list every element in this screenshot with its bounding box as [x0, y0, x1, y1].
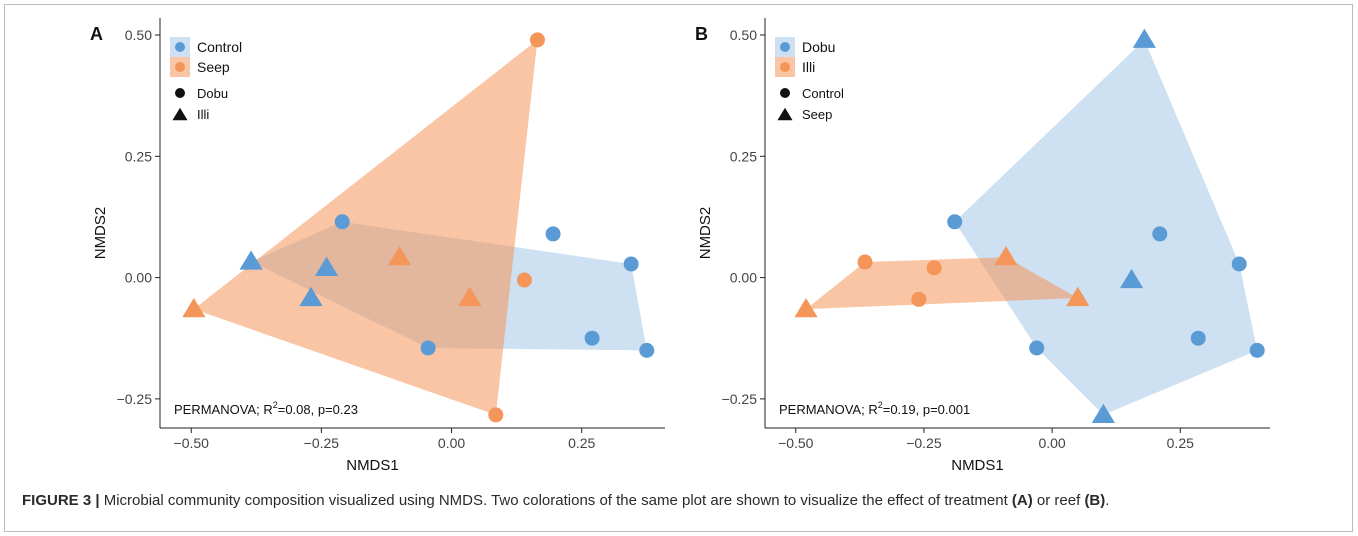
legend-marker-blue: [175, 42, 185, 52]
data-point-blue-circle: [545, 226, 561, 242]
permanova-annotation: PERMANOVA; R2=0.08, p=0.23: [174, 400, 358, 417]
data-point-blue-circle: [1029, 340, 1045, 356]
y-tick-label: 0.00: [730, 270, 757, 286]
data-point-blue-triangle: [1119, 268, 1144, 289]
caption-panel-b: (B): [1084, 492, 1106, 509]
data-point-orange-circle: [926, 260, 942, 276]
x-tick-label: −0.50: [778, 435, 814, 451]
x-tick-label: 0.00: [438, 435, 465, 451]
figure-frame: [4, 4, 1353, 532]
panel-label: A: [90, 24, 103, 44]
legend-marker-orange: [780, 62, 790, 72]
y-tick-label: 0.25: [730, 148, 757, 164]
panel-label: B: [695, 24, 708, 44]
hull-orange: [193, 39, 538, 415]
legend-marker-circle: [780, 88, 790, 98]
legend-marker-blue: [780, 42, 790, 52]
permanova-annotation: PERMANOVA; R2=0.19, p=0.001: [779, 400, 970, 417]
data-point-orange-circle: [488, 407, 504, 423]
x-tick-label: 0.25: [1167, 435, 1194, 451]
figure-caption: FIGURE 3 | Microbial community compositi…: [22, 492, 1342, 509]
x-tick-label: 0.25: [568, 435, 595, 451]
legend-label: Control: [802, 86, 844, 101]
legend-label: Control: [197, 39, 242, 55]
data-point-orange-triangle: [794, 297, 818, 318]
y-tick-label: 0.50: [125, 27, 152, 43]
data-point-orange-triangle: [182, 297, 206, 318]
data-point-blue-triangle: [314, 256, 339, 276]
data-point-orange-triangle: [387, 246, 412, 266]
hull-blue: [954, 39, 1258, 415]
y-axis-title: NMDS2: [697, 207, 714, 260]
y-tick-label: −0.25: [722, 391, 758, 407]
data-point-blue-circle: [947, 214, 963, 230]
nmds-chart-reef: B −0.50 −0.25 0.00 0.25 −0.25 0.00 0.25 0.50 NMDS…: [695, 18, 1270, 474]
legend-marker-orange: [175, 62, 185, 72]
data-point-orange-circle: [516, 272, 532, 288]
data-point-blue-circle: [584, 330, 600, 346]
y-tick-label: −0.25: [117, 391, 153, 407]
data-point-orange-triangle: [994, 246, 1018, 266]
x-tick-label: −0.50: [174, 435, 210, 451]
caption-text-1: Microbial community composition visualiz…: [99, 492, 1012, 509]
x-tick-label: −0.25: [906, 435, 942, 451]
legend-label: Seep: [197, 59, 230, 75]
legend-label: Illi: [197, 107, 209, 122]
data-point-blue-circle: [623, 256, 639, 272]
data-point-blue-circle: [639, 342, 655, 358]
legend-label: Dobu: [197, 86, 228, 101]
caption-label: FIGURE 3 |: [22, 492, 100, 509]
x-axis-title: NMDS1: [346, 457, 399, 474]
legend-label: Dobu: [802, 39, 835, 55]
x-tick-label: 0.00: [1038, 435, 1065, 451]
data-point-blue-circle: [1190, 330, 1206, 346]
caption-text-2: or reef: [1032, 492, 1085, 509]
caption-panel-a: (A): [1011, 492, 1033, 509]
legend-marker-circle: [175, 88, 185, 98]
data-point-orange-circle: [529, 32, 545, 48]
legend-marker-triangle: [777, 107, 793, 121]
data-point-blue-circle: [1249, 342, 1265, 358]
data-point-blue-circle: [1231, 256, 1247, 272]
x-tick-label: −0.25: [304, 435, 340, 451]
caption-text-3: .: [1105, 492, 1110, 509]
y-tick-label: 0.00: [125, 270, 152, 286]
y-tick-label: 0.50: [730, 27, 757, 43]
legend-label: Seep: [802, 107, 832, 122]
data-point-orange-circle: [911, 291, 927, 307]
nmds-chart-treatment: A −0.50 −0.25 0.00 0.25 −0.25 0.00 0.25 0.50 NMDS…: [90, 18, 665, 474]
data-point-blue-circle: [1152, 226, 1168, 242]
y-tick-label: 0.25: [125, 148, 152, 164]
legend-label: Illi: [802, 59, 815, 75]
hull-orange: [806, 257, 1078, 310]
data-point-blue-triangle: [1091, 403, 1115, 423]
legend-marker-triangle: [172, 107, 188, 121]
x-axis-title: NMDS1: [951, 457, 1004, 474]
data-point-blue-circle: [334, 214, 350, 230]
data-point-blue-triangle: [1132, 28, 1156, 48]
data-point-orange-circle: [857, 254, 873, 270]
y-axis-title: NMDS2: [92, 207, 109, 260]
data-point-blue-triangle: [239, 250, 263, 270]
data-point-blue-circle: [420, 340, 436, 356]
data-point-orange-triangle: [1066, 286, 1090, 307]
data-point-orange-triangle: [458, 286, 482, 307]
data-point-blue-triangle: [299, 286, 323, 307]
